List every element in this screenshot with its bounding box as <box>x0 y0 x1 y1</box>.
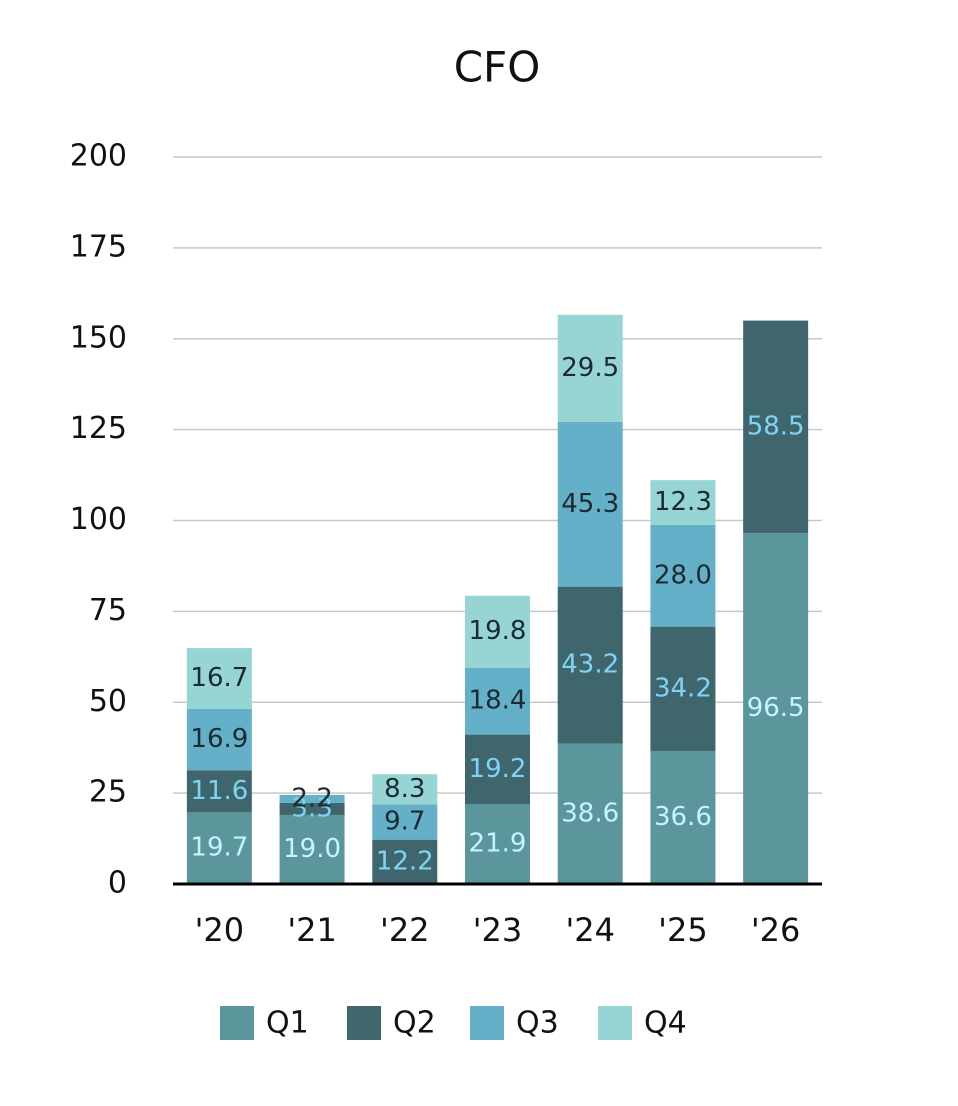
bar-segment <box>557 314 623 422</box>
y-tick-label: 25 <box>89 775 127 810</box>
y-tick-label: 200 <box>70 139 127 174</box>
bar-segment <box>465 595 530 668</box>
bar-segment <box>557 421 623 587</box>
bar-segment <box>186 708 252 771</box>
data-label: 58.5 <box>747 411 805 441</box>
x-tick-label: '23 <box>473 911 523 949</box>
data-label: 2.2 <box>291 783 332 813</box>
x-tick-label: '22 <box>380 911 430 949</box>
bar-segment <box>650 480 716 525</box>
legend-swatch <box>598 1006 632 1040</box>
bar-segment <box>650 524 716 627</box>
y-tick-label: 175 <box>70 229 127 264</box>
data-label: 11.6 <box>190 776 248 806</box>
bar-segment <box>372 839 438 884</box>
bar-segment <box>372 804 438 840</box>
data-label: 21.9 <box>469 829 527 859</box>
bar-segment <box>279 802 345 815</box>
data-label: 19.7 <box>190 833 248 863</box>
bar-segment <box>650 750 716 884</box>
x-tick-label: '20 <box>195 911 245 949</box>
x-tick-label: '21 <box>287 911 337 949</box>
bar-segment <box>557 586 623 744</box>
x-tick-label: '25 <box>658 911 708 949</box>
bar-segment <box>465 804 530 884</box>
legend-label: Q3 <box>516 1006 559 1041</box>
bar-segment <box>186 812 252 884</box>
bar-segment <box>279 814 345 884</box>
data-label: 18.4 <box>469 686 527 716</box>
legend-label: Q1 <box>266 1006 309 1041</box>
legend-label: Q4 <box>644 1006 687 1041</box>
bar-segment <box>186 770 252 813</box>
data-label: 19.8 <box>469 616 527 646</box>
data-label: 16.9 <box>190 724 248 754</box>
data-label: 38.6 <box>561 798 619 828</box>
data-label: 19.2 <box>469 754 527 784</box>
bar-segment <box>465 734 530 805</box>
data-label: 29.5 <box>561 353 619 383</box>
legend-swatch <box>470 1006 504 1040</box>
data-label: 96.5 <box>747 693 805 723</box>
y-tick-label: 150 <box>70 320 127 355</box>
data-label: 12.3 <box>654 487 712 517</box>
data-label: 3.3 <box>291 793 332 823</box>
x-tick-label: '24 <box>565 911 615 949</box>
data-label: 9.7 <box>384 807 425 837</box>
data-label: 45.3 <box>561 489 619 519</box>
legend-swatch <box>220 1006 254 1040</box>
data-label: 43.2 <box>561 650 619 680</box>
data-label: 34.2 <box>654 673 712 703</box>
x-tick-label: '26 <box>751 911 801 949</box>
chart-title: CFO <box>454 43 541 92</box>
data-label: 12.2 <box>376 846 434 876</box>
y-tick-label: 100 <box>70 502 127 537</box>
y-tick-label: 75 <box>89 593 127 628</box>
y-tick-label: 125 <box>70 411 127 446</box>
y-tick-label: 0 <box>108 866 127 901</box>
data-label: 16.7 <box>190 663 248 693</box>
legend-swatch <box>347 1006 381 1040</box>
data-label: 8.3 <box>384 774 425 804</box>
data-label: 36.6 <box>654 802 712 832</box>
bar-segment <box>557 743 623 884</box>
data-label: 19.0 <box>283 834 341 864</box>
bar-segment <box>186 648 252 709</box>
data-label: 28.0 <box>654 560 712 590</box>
bar-segment <box>743 533 809 884</box>
bar-segment <box>650 626 716 751</box>
legend-label: Q2 <box>393 1006 436 1041</box>
bar-segment <box>372 774 438 805</box>
bar-segment <box>465 667 530 735</box>
y-tick-label: 50 <box>89 684 127 719</box>
bar-segment <box>279 794 345 803</box>
bar-segment <box>743 320 809 534</box>
